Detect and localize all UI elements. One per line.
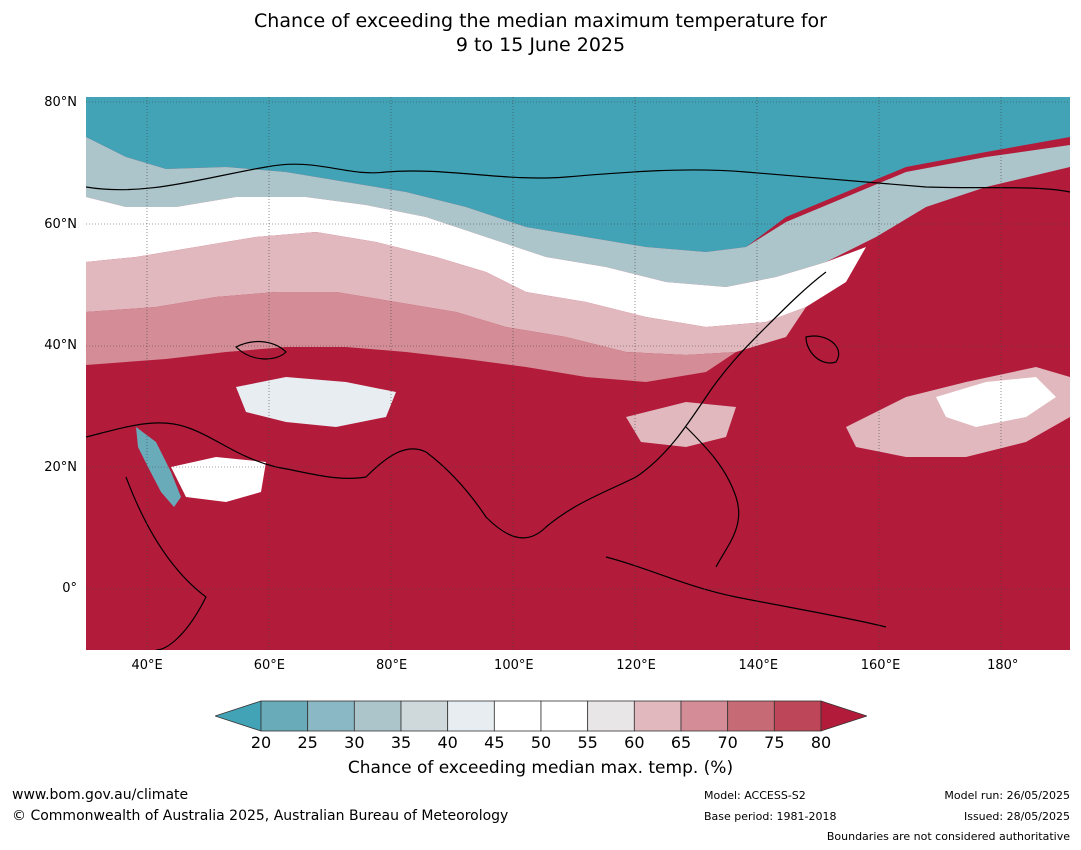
colorbar-tick-label: 75 (764, 733, 785, 752)
arctic-cool-region (86, 97, 1070, 252)
colorbar-segment (540, 700, 589, 732)
colorbar-segment (353, 700, 402, 732)
colorbar-tick-label: 20 (250, 733, 272, 752)
lon-label: 120°E (616, 658, 656, 673)
colorbar-segment (447, 700, 495, 732)
siberia-light-region (86, 137, 1070, 287)
chart-title-line1: Chance of exceeding the median maximum t… (254, 10, 827, 32)
moderate-warm-region (86, 292, 736, 382)
colorbar-tick-label: 80 (810, 733, 832, 752)
colorbar-segment (727, 700, 775, 732)
colorbar-segment (587, 700, 635, 732)
colorbar-tick-label: 50 (530, 733, 552, 752)
lat-label: 40°N (44, 338, 77, 354)
pale-warm-region (86, 232, 806, 355)
east-asia-pale-patch (626, 402, 736, 447)
colorbar-segment (773, 700, 822, 732)
lon-label: 100°E (494, 658, 534, 673)
coastlines (86, 163, 1070, 650)
model-text: Model: ACCESS-S2 (704, 789, 806, 802)
colorbar-tick-label: 55 (577, 733, 598, 752)
colorbar-tick-label: 35 (390, 733, 412, 752)
chart-title-line2: 9 to 15 June 2025 (455, 34, 626, 56)
lon-label: 40°E (131, 658, 163, 673)
lon-label: 180° (987, 658, 1019, 673)
lat-label: 0° (62, 581, 77, 597)
lat-label: 80°N (44, 95, 77, 111)
colorbar-tick-label: 70 (717, 733, 738, 752)
arabia-white-spot (171, 457, 266, 502)
issued-text: Issued: 28/05/2025 (963, 810, 1070, 823)
disclaimer-text: Boundaries are not considered authoritat… (826, 830, 1070, 843)
colorbar-tick-label: 45 (484, 733, 505, 752)
colorbar-segment (260, 700, 309, 732)
base-period-text: Base period: 1981-2018 (704, 810, 837, 823)
lat-label: 20°N (44, 459, 77, 475)
lon-label: 80°E (375, 658, 408, 673)
graticule (86, 97, 1070, 650)
colorbar-tick-label: 30 (344, 733, 365, 752)
model-run-text: Model run: 26/05/2025 (944, 789, 1070, 802)
colorbar (215, 700, 867, 732)
copyright-text: © Commonwealth of Australia 2025, Austra… (12, 808, 509, 824)
colorbar-segment (680, 700, 729, 732)
lon-label: 160°E (860, 658, 901, 673)
colorbar-extend-low (215, 700, 262, 732)
colorbar-segment (400, 700, 449, 732)
lon-label: 140°E (738, 658, 779, 673)
colorbar-label: Chance of exceeding median max. temp. (%… (347, 758, 734, 778)
colorbar-segment (493, 700, 542, 732)
neutral-white-region (86, 197, 866, 327)
colorbar-extend-high (820, 700, 867, 732)
tibet-neutral-region (236, 377, 396, 427)
website-link[interactable]: www.bom.gov.au/climate (12, 787, 189, 803)
colorbar-segment (307, 700, 355, 732)
colorbar-tick-label: 40 (437, 733, 458, 752)
colorbar-tick-label: 60 (624, 733, 645, 752)
probability-map (86, 97, 1070, 650)
lat-label: 60°N (44, 216, 77, 232)
colorbar-tick-label: 25 (297, 733, 318, 752)
lon-label: 60°E (253, 658, 285, 673)
colorbar-segment (633, 700, 682, 732)
colorbar-tick-label: 65 (670, 733, 692, 752)
pacific-white-patch (936, 377, 1056, 427)
